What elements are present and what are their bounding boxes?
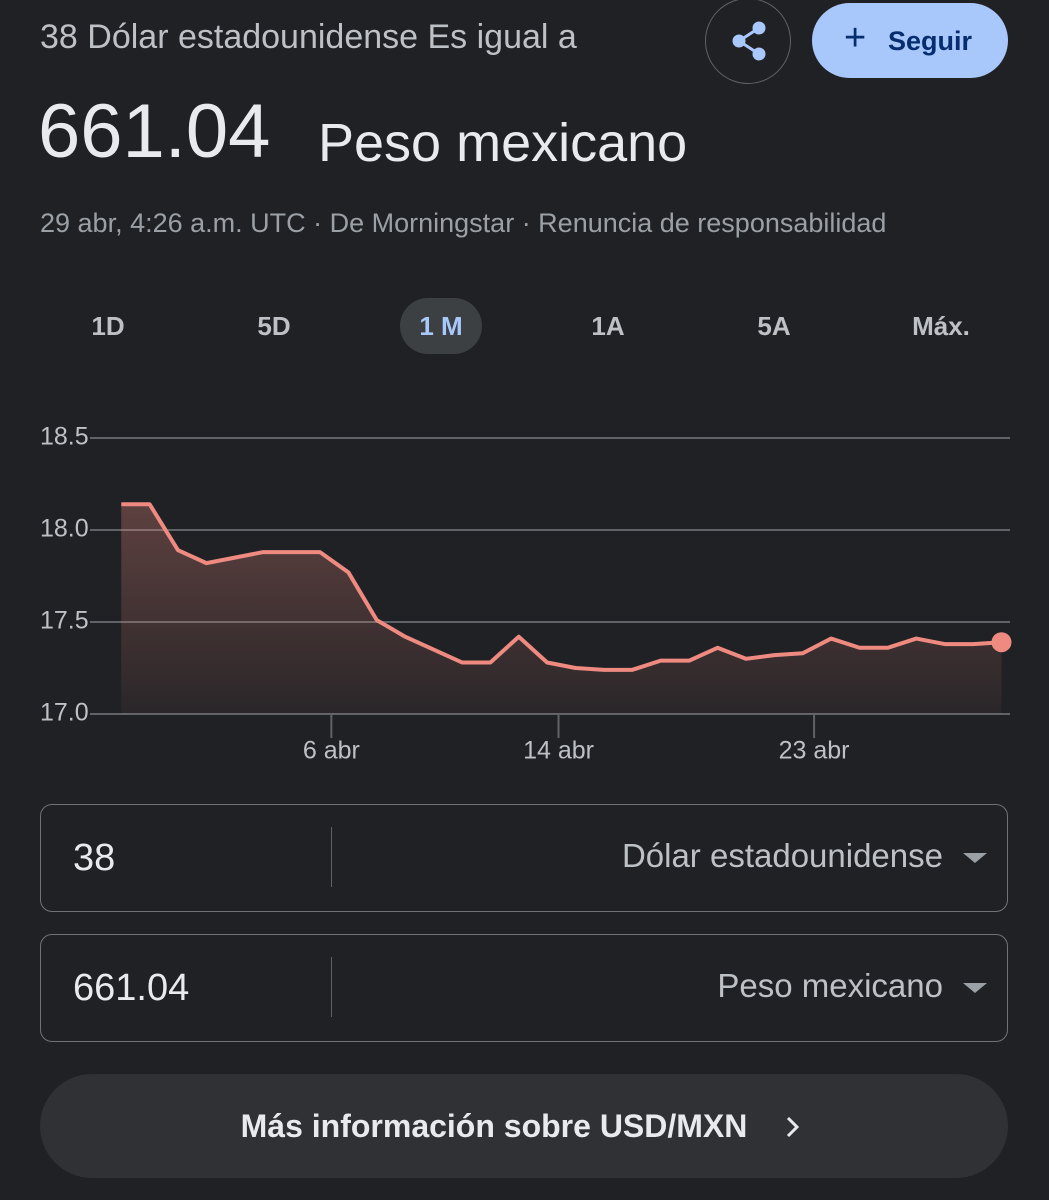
range-tab[interactable]: 1 M [400,298,482,354]
range-tab[interactable]: 5A [757,311,791,341]
end-point [991,632,1012,653]
y-tick-label: 17.5 [40,607,89,635]
share-icon [732,21,766,61]
x-tick-label: 23 abr [779,737,850,765]
area [121,504,1002,714]
converter-to[interactable]: 661.04 Peso mexicano [40,934,1008,1042]
follow-label: Seguir [888,26,973,56]
result-value: 661.04 [38,89,271,174]
dropdown-arrow [963,983,987,993]
y-tick-label: 17.0 [40,699,89,727]
from-amount[interactable]: 38 [73,837,116,879]
meta-line: 29 abr, 4:26 a.m. UTC · De Morningstar ·… [40,208,887,238]
to-currency[interactable]: Peso mexicano [717,967,943,1004]
header-title: 38 Dólar estadounidense Es igual a [40,18,577,56]
dropdown-arrow [963,853,987,863]
chevron-icon [786,1116,800,1138]
to-amount[interactable]: 661.04 [73,967,190,1009]
range-tab[interactable]: 1A [591,311,625,341]
more-info-button[interactable]: Más información sobre USD/MXN [40,1074,1008,1178]
more-info-label: Más información sobre USD/MXN [240,1108,748,1144]
converter-from[interactable]: 38 Dólar estadounidense [40,804,1008,912]
plus-icon: + [844,17,867,59]
divider [331,827,332,887]
line [121,502,1002,672]
range-tab[interactable]: 1D [91,311,125,341]
x-tick-label: 14 abr [523,737,594,765]
y-tick-label: 18.5 [40,423,89,451]
y-tick-label: 18.0 [40,515,89,543]
range-tab[interactable]: Máx. [912,311,970,341]
range-tab[interactable]: 5D [257,311,291,341]
follow-button[interactable]: + Seguir [812,3,1008,78]
from-currency[interactable]: Dólar estadounidense [621,837,943,874]
x-tick-label: 6 abr [303,737,360,765]
share-button[interactable] [705,0,791,84]
divider [331,957,332,1017]
result-currency: Peso mexicano [318,113,688,173]
chart: 17.0 17.5 18.0 18.5 6 abr 14 abr 23 abr [40,423,1012,765]
